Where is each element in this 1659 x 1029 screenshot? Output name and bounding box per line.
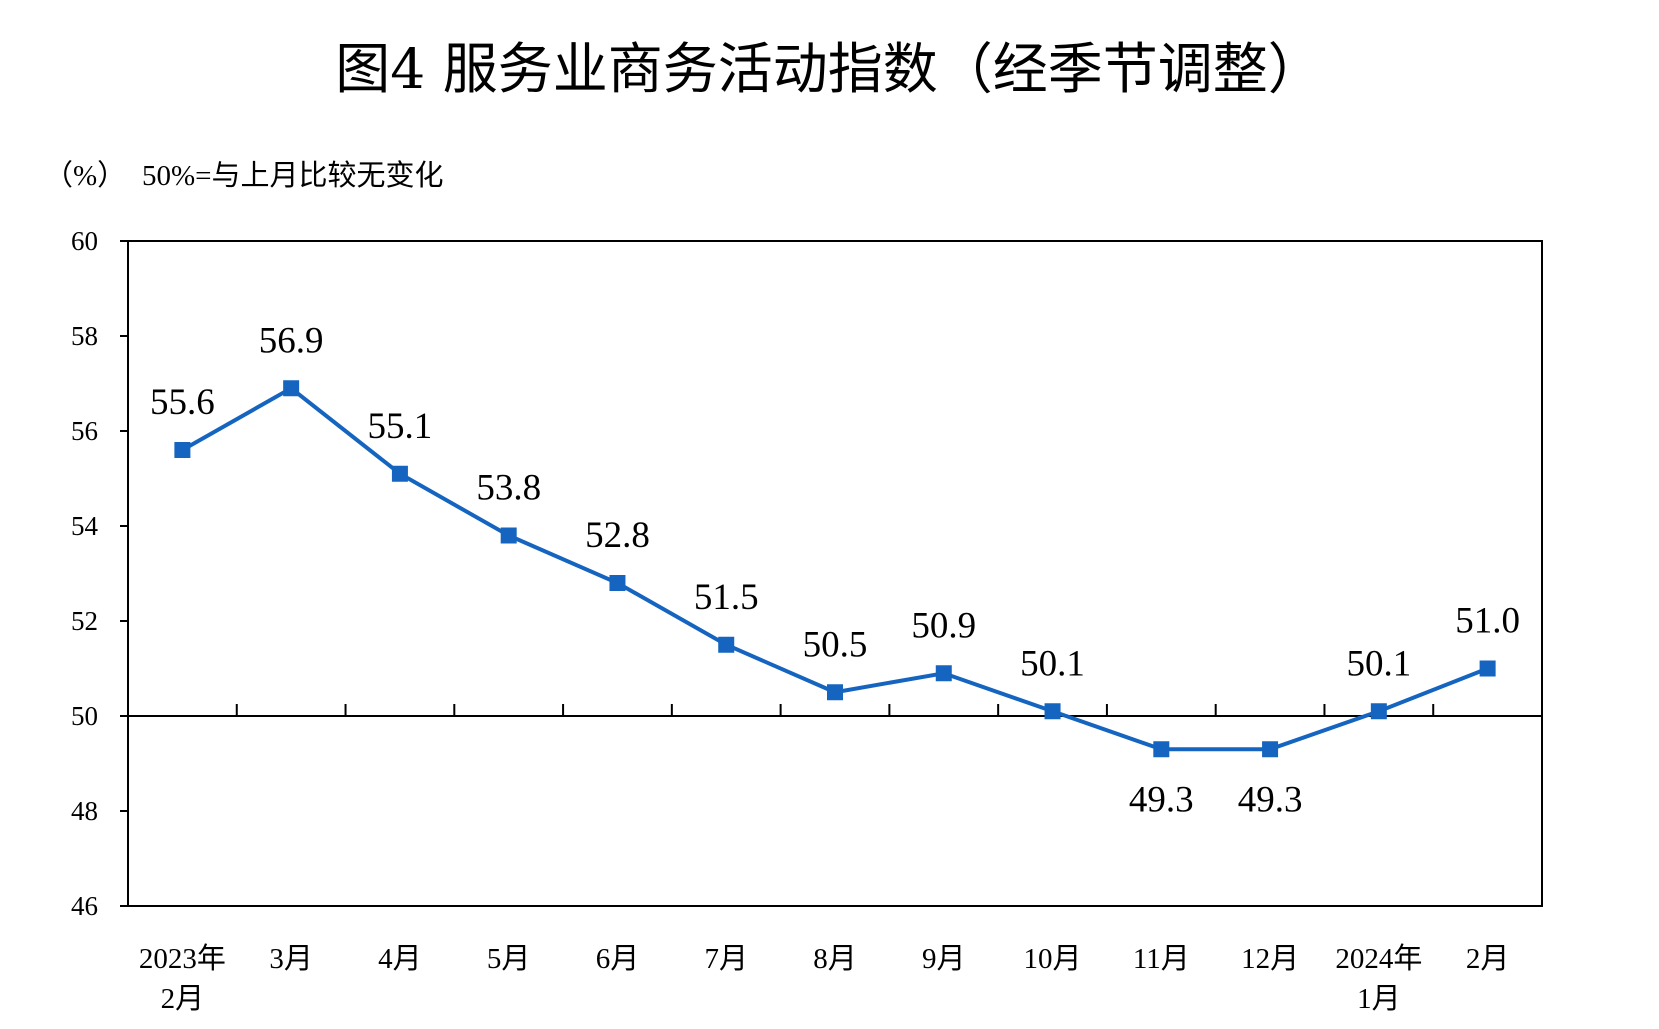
data-point-label: 55.1: [368, 406, 433, 447]
y-tick-label: 48: [71, 796, 98, 826]
x-tick-label: 11月: [1133, 943, 1190, 975]
data-point-label: 49.3: [1238, 779, 1303, 820]
x-tick-label-line: 2月: [1466, 943, 1510, 975]
baseline-note: 50%=与上月比较无变化: [142, 159, 444, 192]
data-point-marker: [391, 465, 408, 482]
data-point-marker: [1262, 741, 1279, 758]
data-labels: 55.6 56.9 55.1 53.8 52.8 51.5 50.5 50.9 50.1 49.3…: [150, 320, 1520, 820]
x-tick-label: 2月: [1466, 943, 1510, 975]
data-point-label: 50.5: [803, 624, 868, 665]
x-tick-label-line: 2月: [161, 983, 205, 1015]
x-tick-label-line: 6月: [596, 943, 640, 975]
x-tick-label-line: 9月: [922, 943, 966, 975]
y-tick-label: 46: [71, 891, 98, 921]
y-tick-label: 58: [71, 321, 98, 351]
x-tick-label: 5月: [487, 943, 531, 975]
data-point-marker: [609, 575, 626, 591]
x-tick-label: 6月: [596, 943, 640, 975]
data-point-label: 55.6: [150, 382, 215, 423]
y-tick-label: 50: [71, 701, 98, 731]
x-tick-label-line: 12月: [1241, 943, 1299, 975]
data-point-marker: [1479, 660, 1496, 677]
y-tick-label: 52: [71, 606, 98, 636]
x-tick-label: 4月: [378, 943, 422, 975]
x-tick-label: 8月: [813, 943, 857, 975]
data-point-marker: [718, 636, 735, 653]
x-tick-label: 3月: [269, 943, 313, 975]
x-axis-ticks: [235, 704, 1435, 716]
data-point-marker: [1044, 703, 1061, 720]
x-tick-label-line: 4月: [378, 943, 422, 975]
data-point-label: 50.9: [911, 605, 976, 646]
data-point-marker: [500, 527, 517, 544]
x-tick-label-line: 2024年: [1335, 942, 1422, 975]
data-point-label: 50.1: [1020, 643, 1085, 684]
data-point-label: 56.9: [259, 320, 324, 361]
data-point-label: 49.3: [1129, 779, 1194, 820]
x-tick-label-line: 8月: [813, 943, 857, 975]
x-tick-label-line: 2023年: [139, 942, 226, 975]
data-point-marker: [1370, 703, 1387, 720]
data-point-label: 53.8: [476, 468, 541, 509]
x-tick-label: 2024年 1月: [1335, 942, 1422, 1015]
x-tick-label: 9月: [922, 943, 966, 975]
y-unit-label: （%）: [44, 160, 126, 192]
x-tick-label-line: 5月: [487, 943, 531, 975]
data-point-marker: [827, 684, 843, 701]
y-tick-label: 60: [71, 226, 98, 256]
x-tick-label-line: 3月: [269, 943, 313, 975]
x-tick-label-line: 1月: [1357, 983, 1401, 1015]
x-tick-label-line: 10月: [1024, 943, 1082, 975]
data-point-marker: [935, 665, 952, 682]
x-tick-label: 7月: [704, 943, 748, 975]
x-tick-label-line: 11月: [1133, 943, 1190, 975]
x-tick-label-line: 7月: [704, 943, 748, 975]
data-point-marker: [174, 442, 191, 458]
plot-frame: [127, 240, 1543, 907]
x-tick-label: 10月: [1024, 943, 1082, 975]
data-markers: [174, 380, 1496, 758]
x-axis-labels: 2023年 2月 3月 4月 5月 6月 7月 8月 9月 10月 11月 12月 2024年 1月 2月: [139, 942, 1509, 1015]
y-axis-ticks: 46 48 50 52 54 56 58 60: [71, 226, 128, 921]
data-point-marker: [283, 380, 300, 397]
chart-title: 图4 服务业商务活动指数（经季节调整）: [335, 37, 1322, 101]
data-point-marker: [1153, 741, 1170, 758]
data-point-label: 51.0: [1455, 601, 1520, 642]
data-point-label: 52.8: [585, 515, 650, 556]
y-tick-label: 56: [71, 416, 98, 446]
data-point-label: 50.1: [1346, 643, 1411, 684]
data-point-label: 51.5: [694, 577, 759, 618]
y-tick-label: 54: [71, 511, 99, 541]
x-tick-label: 12月: [1241, 943, 1299, 975]
x-tick-label: 2023年 2月: [139, 942, 226, 1015]
